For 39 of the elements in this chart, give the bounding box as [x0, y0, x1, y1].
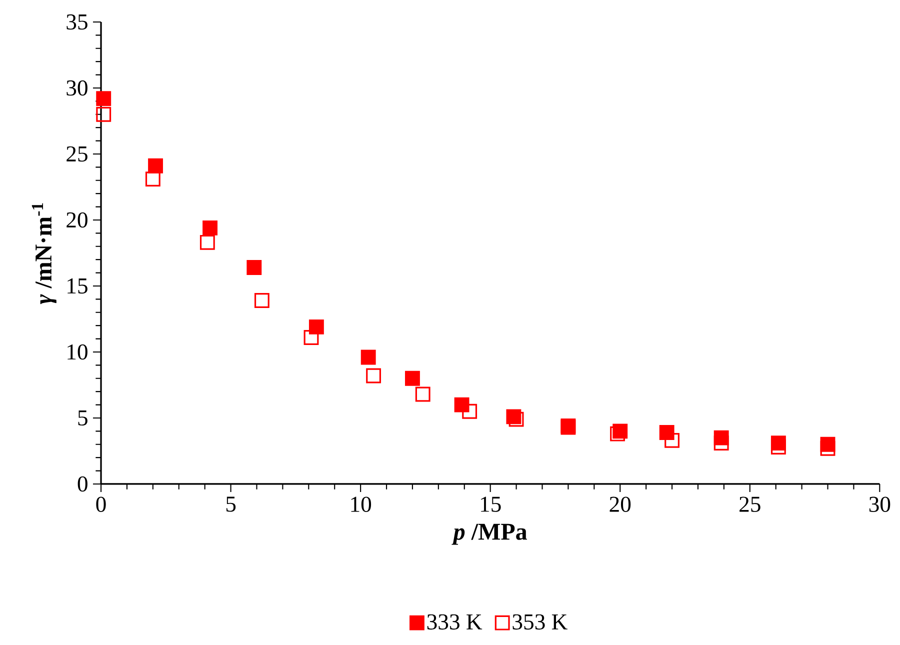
point — [145, 172, 160, 187]
legend-label: 353 K — [512, 614, 568, 630]
y-tick-label: 5 — [78, 410, 88, 426]
y-tick-label: 30 — [66, 80, 88, 96]
y-tick-label: 20 — [66, 212, 88, 228]
y-tick-label: 35 — [66, 14, 88, 30]
point — [366, 368, 381, 384]
y-tick-label: 25 — [66, 146, 88, 162]
point — [200, 234, 215, 250]
point — [246, 260, 262, 275]
y-tick-label: 10 — [68, 344, 88, 360]
x-tick-label: 25 — [740, 496, 760, 512]
point — [202, 220, 218, 236]
point — [148, 158, 163, 174]
point — [96, 106, 112, 122]
x-axis-title: p /MPa — [452, 524, 527, 545]
point — [304, 330, 319, 345]
point — [360, 350, 376, 365]
point — [610, 426, 625, 442]
y-axis-title: γ /mN·m$^{-1}$ — [32, 203, 56, 304]
point — [770, 440, 786, 454]
point — [664, 432, 680, 448]
x-tick-label: 0 — [96, 496, 106, 512]
point — [254, 293, 270, 308]
x-tick-label: 10 — [351, 496, 372, 512]
point — [462, 404, 478, 419]
point — [308, 319, 324, 334]
point — [96, 91, 112, 106]
y-tick-label: 15 — [68, 278, 88, 294]
x-tick-label: 20 — [610, 496, 631, 512]
x-tick-label: 30 — [869, 496, 890, 512]
y-tick-label: 0 — [78, 476, 88, 492]
legend-label: 333 K — [427, 614, 482, 630]
x-tick-label: 5 — [226, 496, 236, 512]
point — [820, 440, 836, 456]
x-tick-label: 15 — [480, 496, 501, 512]
point — [405, 370, 420, 386]
point — [415, 386, 430, 402]
point — [714, 436, 729, 451]
